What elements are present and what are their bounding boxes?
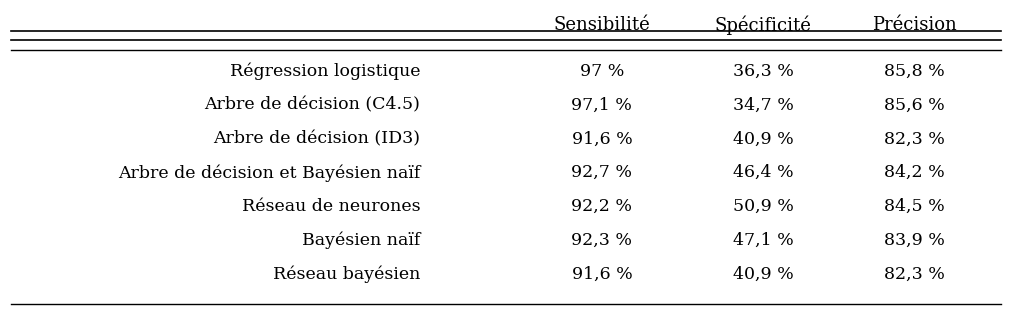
- Text: 92,2 %: 92,2 %: [571, 198, 632, 215]
- Text: 36,3 %: 36,3 %: [732, 63, 793, 80]
- Text: 40,9 %: 40,9 %: [732, 266, 793, 283]
- Text: Arbre de décision et Bayésien naïf: Arbre de décision et Bayésien naïf: [117, 164, 420, 181]
- Text: 50,9 %: 50,9 %: [732, 198, 793, 215]
- Text: Sensibilité: Sensibilité: [553, 16, 650, 34]
- Text: 84,2 %: 84,2 %: [884, 164, 944, 181]
- Text: 40,9 %: 40,9 %: [732, 131, 793, 148]
- Text: Précision: Précision: [871, 16, 956, 34]
- Text: 82,3 %: 82,3 %: [884, 131, 944, 148]
- Text: Réseau de neurones: Réseau de neurones: [242, 198, 420, 215]
- Text: 47,1 %: 47,1 %: [732, 232, 793, 249]
- Text: 46,4 %: 46,4 %: [732, 164, 793, 181]
- Text: 83,9 %: 83,9 %: [884, 232, 944, 249]
- Text: 91,6 %: 91,6 %: [571, 131, 632, 148]
- Text: 92,3 %: 92,3 %: [571, 232, 632, 249]
- Text: 92,7 %: 92,7 %: [571, 164, 632, 181]
- Text: Arbre de décision (C4.5): Arbre de décision (C4.5): [204, 97, 420, 114]
- Text: 84,5 %: 84,5 %: [884, 198, 944, 215]
- Text: Réseau bayésien: Réseau bayésien: [273, 265, 420, 283]
- Text: Bayésien naïf: Bayésien naïf: [301, 232, 420, 249]
- Text: Régression logistique: Régression logistique: [229, 63, 420, 80]
- Text: 82,3 %: 82,3 %: [884, 266, 944, 283]
- Text: 85,8 %: 85,8 %: [884, 63, 944, 80]
- Text: Spécificité: Spécificité: [714, 15, 811, 35]
- Text: 97,1 %: 97,1 %: [571, 97, 632, 114]
- Text: 91,6 %: 91,6 %: [571, 266, 632, 283]
- Text: Arbre de décision (ID3): Arbre de décision (ID3): [213, 131, 420, 148]
- Text: 34,7 %: 34,7 %: [732, 97, 793, 114]
- Text: 85,6 %: 85,6 %: [884, 97, 944, 114]
- Text: 97 %: 97 %: [579, 63, 624, 80]
